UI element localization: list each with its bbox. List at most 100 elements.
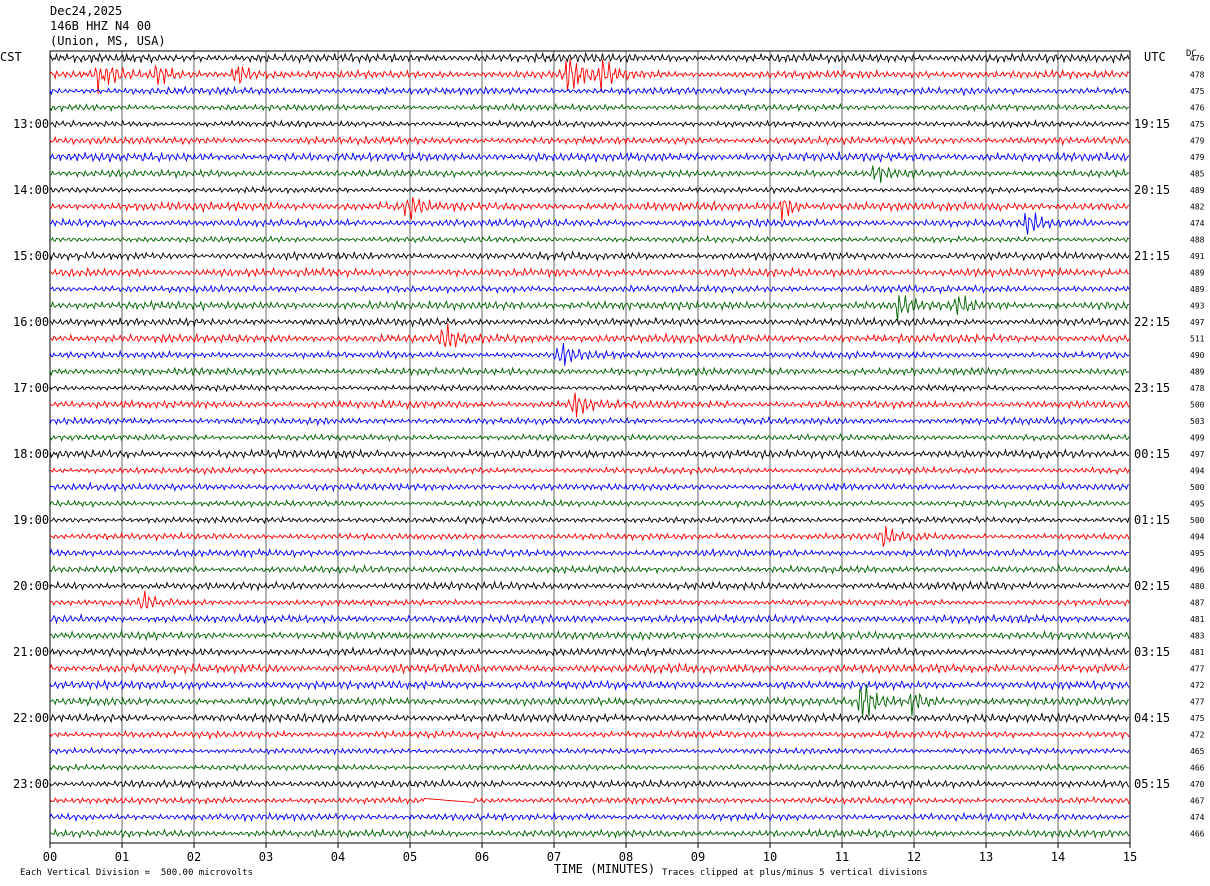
- trace-row-30: [49, 547, 1130, 559]
- dc-offset-label: 478: [1190, 384, 1205, 393]
- trace-row-27: [49, 498, 1130, 509]
- trace-row-34: [49, 612, 1130, 626]
- trace-row-25: [49, 465, 1130, 476]
- utc-time-label: 20:15: [1134, 183, 1170, 197]
- trace-row-45: [49, 795, 1130, 806]
- utc-time-label: 05:15: [1134, 777, 1170, 791]
- plot-frame: [49, 50, 1131, 844]
- cst-hour-label: 19:00: [13, 513, 49, 527]
- utc-time-label: 01:15: [1134, 513, 1170, 527]
- trace-row-0: [49, 51, 1130, 65]
- dc-offset-label: 482: [1190, 203, 1205, 212]
- trace-row-31: [49, 563, 1130, 575]
- trace-row-32: [49, 580, 1130, 592]
- trace-row-39: [50, 684, 1129, 718]
- dc-offset-label: 500: [1190, 401, 1205, 410]
- dc-offset-label: 503: [1190, 417, 1205, 426]
- dc-offset-label: 500: [1190, 483, 1205, 492]
- dc-offset-label: 470: [1190, 780, 1205, 789]
- clip-note: Traces clipped at plus/minus 5 vertical …: [662, 868, 928, 878]
- dc-offset-label: 475: [1190, 87, 1205, 96]
- dc-offset-label: 499: [1190, 434, 1205, 443]
- trace-row-38: [49, 679, 1130, 692]
- dc-offset-label: 485: [1190, 170, 1205, 179]
- x-tick-label: 07: [547, 850, 561, 864]
- trace-row-22: [49, 415, 1130, 427]
- trace-row-43: [49, 762, 1130, 773]
- trace-row-5: [49, 135, 1130, 147]
- x-tick-label: 05: [403, 850, 417, 864]
- utc-time-label: 03:15: [1134, 645, 1170, 659]
- trace-row-16: [49, 316, 1130, 328]
- cst-hour-label: 16:00: [13, 315, 49, 329]
- seismic-traces: [49, 51, 1130, 840]
- dc-offset-label: 467: [1190, 797, 1205, 806]
- cst-hour-label: 14:00: [13, 183, 49, 197]
- dc-offset-label: 487: [1190, 599, 1205, 608]
- dc-offset-label: 488: [1190, 236, 1205, 245]
- x-tick-label: 02: [187, 850, 201, 864]
- x-tick-label: 08: [619, 850, 633, 864]
- trace-row-19: [49, 366, 1130, 378]
- x-tick-label: 13: [979, 850, 993, 864]
- trace-row-14: [49, 283, 1130, 295]
- x-tick-label: 10: [763, 850, 777, 864]
- x-tick-label: 00: [43, 850, 57, 864]
- trace-row-35: [49, 629, 1130, 642]
- dc-offset-label: 481: [1190, 648, 1205, 657]
- dc-offset-label: 466: [1190, 764, 1205, 773]
- dc-offset-label: 489: [1190, 368, 1205, 377]
- x-tick-label: 11: [835, 850, 849, 864]
- trace-row-3: [49, 102, 1130, 113]
- scale-note: Each Vertical Division = 500.00 microvol…: [20, 868, 253, 878]
- trace-row-8: [49, 184, 1130, 195]
- dc-offset-label: 490: [1190, 351, 1205, 360]
- trace-row-41: [49, 729, 1130, 741]
- utc-time-label: 19:15: [1134, 117, 1170, 131]
- trace-row-23: [49, 432, 1130, 443]
- trace-row-37: [49, 662, 1130, 675]
- cst-hour-label: 17:00: [13, 381, 49, 395]
- trace-row-24: [49, 448, 1130, 461]
- dc-offset-label: 495: [1190, 500, 1205, 509]
- trace-row-13: [49, 266, 1130, 279]
- dc-offset-label: 472: [1190, 681, 1205, 690]
- trace-row-36: [49, 646, 1130, 658]
- cst-hour-label: 23:00: [13, 777, 49, 791]
- header-station: 146B HHZ N4 00: [50, 19, 152, 33]
- x-tick-label: 04: [331, 850, 345, 864]
- x-tick-label: 09: [691, 850, 705, 864]
- cst-hour-label: 22:00: [13, 711, 49, 725]
- dc-offset-label: 511: [1190, 335, 1205, 344]
- dc-offset-label: 477: [1190, 698, 1205, 707]
- trace-row-12: [49, 250, 1130, 262]
- dc-offset-label: 496: [1190, 566, 1205, 575]
- cst-hour-label: 13:00: [13, 117, 49, 131]
- trace-row-46: [49, 811, 1130, 823]
- header-location: (Union, MS, USA): [50, 34, 166, 48]
- trace-row-21: [49, 392, 1130, 418]
- trace-row-26: [49, 481, 1130, 493]
- x-tick-label: 03: [259, 850, 273, 864]
- x-tick-label: 06: [475, 850, 489, 864]
- dc-offset-label: 494: [1190, 467, 1205, 476]
- dc-label: DC: [1186, 49, 1197, 59]
- dc-offset-label: 479: [1190, 153, 1205, 162]
- plot-grid: [49, 50, 1131, 848]
- utc-time-label: 04:15: [1134, 711, 1170, 725]
- dc-offset-label: 474: [1190, 813, 1205, 822]
- x-tick-label: 01: [115, 850, 129, 864]
- cst-hour-label: 18:00: [13, 447, 49, 461]
- right-timezone-label: UTC: [1144, 50, 1166, 64]
- dc-offset-label: 476: [1190, 104, 1205, 113]
- trace-row-20: [49, 383, 1130, 393]
- dc-offset-label: 480: [1190, 582, 1205, 591]
- dc-offset-label: 472: [1190, 731, 1205, 740]
- dc-offset-label: 475: [1190, 120, 1205, 129]
- trace-row-28: [49, 515, 1130, 526]
- cst-hour-label: 21:00: [13, 645, 49, 659]
- dc-offset-label: 478: [1190, 71, 1205, 80]
- x-tick-label: 15: [1123, 850, 1137, 864]
- trace-row-47: [49, 827, 1130, 840]
- dc-offset-label: 500: [1190, 516, 1205, 525]
